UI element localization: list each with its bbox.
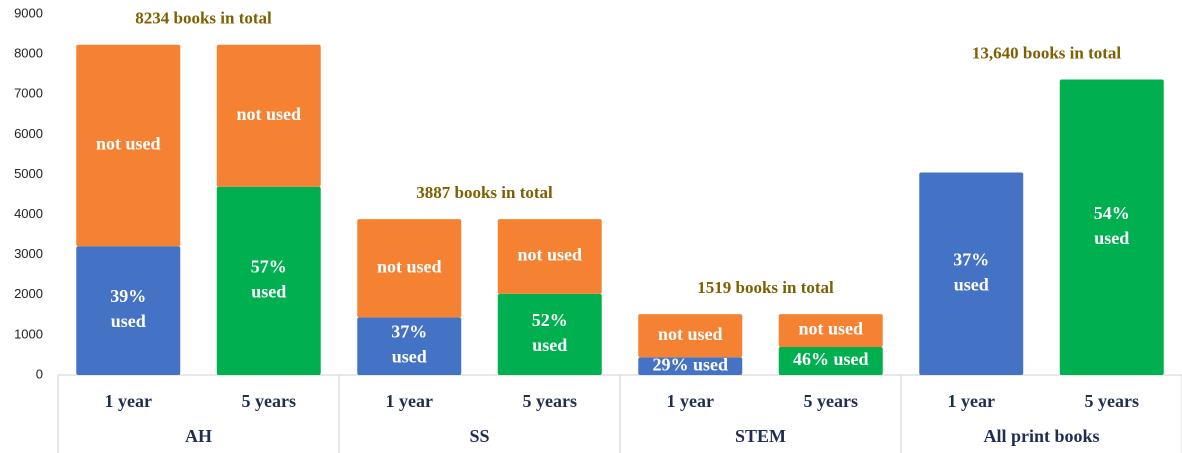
- group-label: SS: [469, 426, 489, 446]
- y-tick-label: 9000: [14, 5, 43, 20]
- bar-segment: [919, 172, 1024, 375]
- bar-segment: [1059, 79, 1164, 375]
- y-tick-label: 4000: [14, 206, 43, 221]
- bar-segment: [216, 186, 321, 375]
- y-tick-label: 7000: [14, 86, 43, 101]
- x-tick-label: 1 year: [386, 391, 433, 411]
- x-tick-label: 5 years: [1085, 391, 1139, 411]
- group-label: All print books: [983, 426, 1099, 446]
- group-label: AH: [185, 426, 212, 446]
- segment-label: not used: [96, 134, 161, 154]
- y-tick-label: 1000: [14, 326, 43, 341]
- y-tick-label: 2000: [14, 286, 43, 301]
- segment-label: 57% used: [251, 257, 287, 302]
- total-label: 8234 books in total: [135, 9, 272, 28]
- segment-label: 29% used: [652, 354, 728, 374]
- bar-segment: [778, 346, 883, 375]
- segment-label: 52% used: [532, 310, 568, 355]
- bar-segment: [216, 44, 321, 187]
- segment-label: 37% used: [391, 322, 427, 367]
- segment-label: 39% used: [110, 286, 146, 331]
- total-label: 3887 books in total: [416, 183, 553, 202]
- bar-segment: [76, 246, 181, 375]
- bar-segment: [638, 357, 743, 375]
- x-tick-label: 5 years: [242, 391, 296, 411]
- segment-label: not used: [377, 256, 442, 276]
- segment-label: not used: [236, 104, 301, 124]
- segment-label: not used: [798, 319, 863, 339]
- bar-segment: [357, 317, 462, 375]
- group-label: STEM: [735, 426, 786, 446]
- segment-label: not used: [658, 324, 723, 344]
- segment-label: 54% used: [1094, 203, 1130, 248]
- total-label: 13,640 books in total: [972, 43, 1122, 62]
- bar-segment: [638, 314, 743, 358]
- bar-segment: [497, 293, 602, 375]
- bar-segment: [357, 219, 462, 318]
- y-tick-label: 8000: [14, 46, 43, 61]
- bar-segment: [497, 219, 602, 294]
- y-tick-label: 0: [36, 366, 43, 381]
- segment-label: 37% used: [953, 249, 989, 294]
- x-tick-label: 1 year: [667, 391, 714, 411]
- y-tick-label: 3000: [14, 246, 43, 261]
- x-tick-label: 5 years: [523, 391, 577, 411]
- x-tick-label: 1 year: [105, 391, 152, 411]
- segment-label: 46% used: [793, 349, 869, 369]
- bar-segment: [76, 44, 181, 247]
- total-label: 1519 books in total: [697, 278, 834, 297]
- segment-label: not used: [517, 245, 582, 265]
- x-tick-label: 5 years: [804, 391, 858, 411]
- y-tick-label: 6000: [14, 126, 43, 141]
- y-tick-label: 5000: [14, 166, 43, 181]
- x-tick-label: 1 year: [948, 391, 995, 411]
- bar-segment: [778, 314, 883, 347]
